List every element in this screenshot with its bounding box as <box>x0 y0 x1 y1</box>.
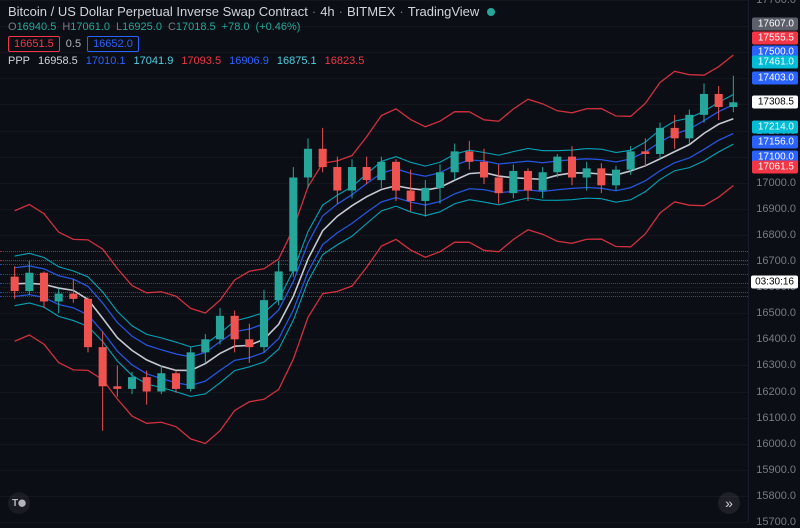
change-value: +78.0 <box>222 21 250 33</box>
bid-box[interactable]: 16651.5 <box>8 36 60 52</box>
spread: 0.5 <box>64 38 83 50</box>
indicator-value: 16823.5 <box>325 55 365 67</box>
price-label: 16100.0 <box>756 412 796 424</box>
price-label: 16500.0 <box>756 307 796 319</box>
open-value: 16940.5 <box>17 21 57 33</box>
candlestick-chart[interactable] <box>0 0 748 522</box>
ask-box[interactable]: 16652.0 <box>87 36 139 52</box>
indicator-value: 17093.5 <box>181 55 221 67</box>
symbol-name: Bitcoin / US Dollar Perpetual Inverse Sw… <box>8 4 308 19</box>
close-value: 17018.5 <box>176 21 216 33</box>
ohlc-row: O16940.5 H17061.0 L16925.0 C17018.5 +78.… <box>8 21 740 33</box>
timeframe: 4h <box>320 4 334 19</box>
indicator-name: PPP <box>8 55 30 67</box>
price-tag: 17156.0 <box>752 135 798 148</box>
exchange: BITMEX <box>347 4 395 19</box>
price-tag: 17607.0 <box>752 18 798 31</box>
indicator-row[interactable]: PPP 16958.5 17010.1 17041.9 17093.5 16906.9 1… <box>8 55 740 67</box>
indicator-value: 16906.9 <box>229 55 269 67</box>
title-row[interactable]: Bitcoin / US Dollar Perpetual Inverse Sw… <box>8 4 740 19</box>
price-label: 16000.0 <box>756 438 796 450</box>
price-tag: 17555.5 <box>752 31 798 44</box>
price-label: 16400.0 <box>756 333 796 345</box>
price-tag: 17461.0 <box>752 56 798 69</box>
price-label: 16300.0 <box>756 359 796 371</box>
tradingview-logo-icon[interactable]: T⬤ <box>8 492 30 514</box>
low-value: 16925.0 <box>122 21 162 33</box>
indicator-value: 16875.1 <box>277 55 317 67</box>
indicator-value: 17010.1 <box>86 55 126 67</box>
platform: TradingView <box>408 4 480 19</box>
price-label: 15900.0 <box>756 464 796 476</box>
price-tag: 17214.0 <box>752 120 798 133</box>
price-label: 17000.0 <box>756 177 796 189</box>
price-axis[interactable]: 15700.015800.015900.016000.016100.016200… <box>748 0 800 522</box>
price-tag: 17308.5 <box>752 96 798 109</box>
price-label: 16200.0 <box>756 386 796 398</box>
chart-header: Bitcoin / US Dollar Perpetual Inverse Sw… <box>8 4 740 67</box>
price-label: 15700.0 <box>756 516 796 528</box>
scroll-to-latest-button[interactable]: » <box>718 492 740 514</box>
price-tag: 17403.0 <box>752 71 798 84</box>
price-label: 16800.0 <box>756 229 796 241</box>
price-tag: 17061.5 <box>752 160 798 173</box>
live-indicator-icon <box>487 8 495 16</box>
indicator-value: 17041.9 <box>134 55 174 67</box>
bid-ask-row: 16651.5 0.5 16652.0 <box>8 36 740 52</box>
price-label: 16700.0 <box>756 255 796 267</box>
price-label: 16900.0 <box>756 203 796 215</box>
price-label: 17700.0 <box>756 0 796 6</box>
high-value: 17061.0 <box>70 21 110 33</box>
price-label: 15800.0 <box>756 490 796 502</box>
indicator-value: 16958.5 <box>38 55 78 67</box>
change-pct: (+0.46%) <box>256 21 301 33</box>
price-tag: 03:30:16 <box>751 275 798 288</box>
